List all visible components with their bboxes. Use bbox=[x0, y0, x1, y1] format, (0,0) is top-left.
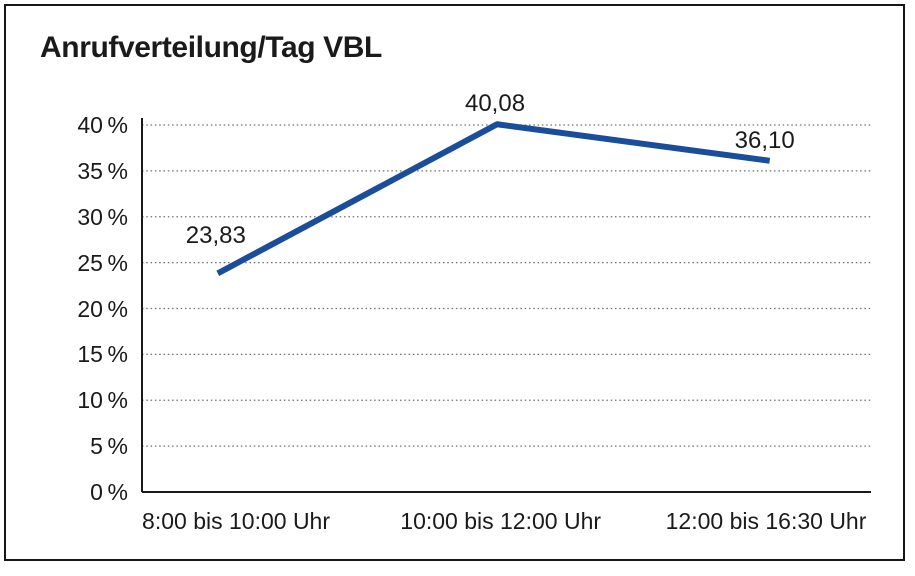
data-point-label: 36,10 bbox=[734, 126, 795, 154]
chart-title: Anrufverteilung/Tag VBL bbox=[40, 31, 382, 64]
y-tick-label: 25 % bbox=[77, 249, 128, 276]
data-point-label: 23,83 bbox=[185, 222, 246, 250]
data-point-label: 40,08 bbox=[464, 90, 526, 118]
y-tick-label: 0 % bbox=[90, 479, 128, 505]
y-tick-label: 15 % bbox=[77, 341, 128, 368]
chart-border bbox=[4, 4, 905, 561]
y-tick-label: 40 % bbox=[77, 112, 128, 138]
y-tick-label: 35 % bbox=[77, 157, 128, 184]
gridlines bbox=[142, 124, 871, 447]
y-tick-label: 20 % bbox=[77, 295, 128, 322]
x-tick-label: 12:00 bis 16:30 Uhr bbox=[665, 508, 867, 534]
x-tick-label: 8:00 bis 10:00 Uhr bbox=[142, 508, 331, 534]
x-tick-label: 10:00 bis 12:00 Uhr bbox=[400, 508, 602, 534]
y-tick-label: 10 % bbox=[77, 387, 128, 414]
data-line-series bbox=[216, 121, 771, 277]
y-tick-label: 5 % bbox=[90, 433, 128, 460]
y-tick-label: 30 % bbox=[77, 203, 128, 230]
